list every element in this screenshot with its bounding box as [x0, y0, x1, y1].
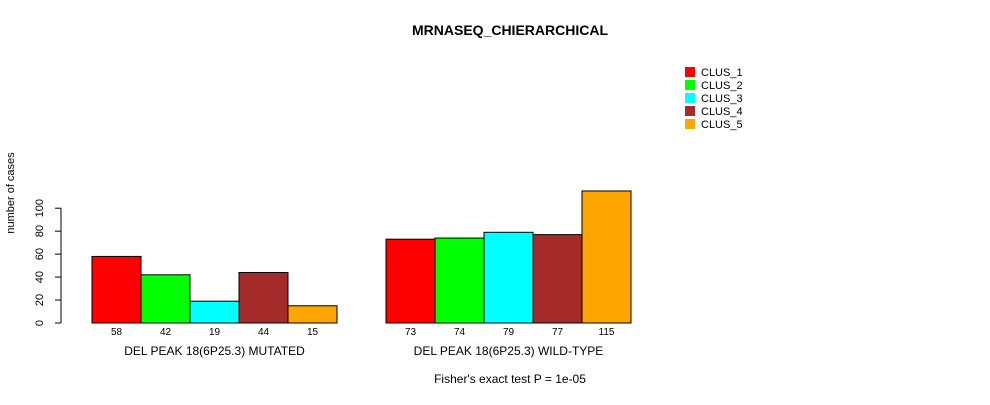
bar [140, 274, 191, 324]
bar [434, 237, 485, 324]
bar [532, 234, 583, 324]
y-tick-label: 60 [34, 248, 46, 260]
y-tick-label: 20 [34, 294, 46, 306]
legend-swatch [685, 67, 695, 77]
bar [91, 255, 142, 324]
bar [581, 190, 632, 324]
y-tick-label: 0 [34, 320, 46, 326]
y-tick-label: 80 [34, 225, 46, 237]
bar-value-label: 74 [454, 327, 466, 338]
bar [189, 300, 240, 324]
bars [91, 190, 632, 324]
bar-value-label: 73 [405, 327, 417, 338]
legend-swatch [685, 119, 695, 129]
bar [238, 271, 289, 324]
legend-label: CLUS_5 [701, 119, 743, 131]
y-axis: 0 20 40 60 80 100 [34, 199, 62, 326]
bar-value-label: 77 [552, 327, 564, 338]
bar-value-label: 15 [307, 327, 319, 338]
legend-label: CLUS_3 [701, 93, 743, 105]
group-label: DEL PEAK 18(6P25.3) WILD-TYPE [414, 344, 604, 358]
y-axis-label: number of cases [5, 152, 17, 234]
legend-swatch [685, 106, 695, 116]
group-label: DEL PEAK 18(6P25.3) MUTATED [124, 344, 305, 358]
bar-value-label: 19 [209, 327, 221, 338]
legend-swatch [685, 80, 695, 90]
bar [287, 305, 338, 324]
legend-swatch [685, 93, 695, 103]
legend-label: CLUS_2 [701, 80, 743, 92]
bar-value-label: 42 [160, 327, 172, 338]
bar [483, 231, 534, 324]
group-labels: DEL PEAK 18(6P25.3) MUTATED DEL PEAK 18(6… [124, 344, 603, 358]
footnote: Fisher's exact test P = 1e-05 [434, 372, 586, 386]
value-labels: 58 42 19 44 15 73 74 79 77 115 [111, 327, 615, 338]
y-tick-label: 40 [34, 271, 46, 283]
bar-value-label: 44 [258, 327, 270, 338]
bar-value-label: 115 [599, 327, 615, 338]
bar [385, 238, 436, 324]
bar-value-label: 58 [111, 327, 123, 338]
legend-label: CLUS_4 [701, 106, 743, 118]
legend-label: CLUS_1 [701, 67, 743, 79]
chart-title: MRNASEQ_CHIERARCHICAL [412, 22, 608, 38]
bar-value-label: 79 [503, 327, 515, 338]
y-tick-label: 100 [34, 199, 46, 217]
